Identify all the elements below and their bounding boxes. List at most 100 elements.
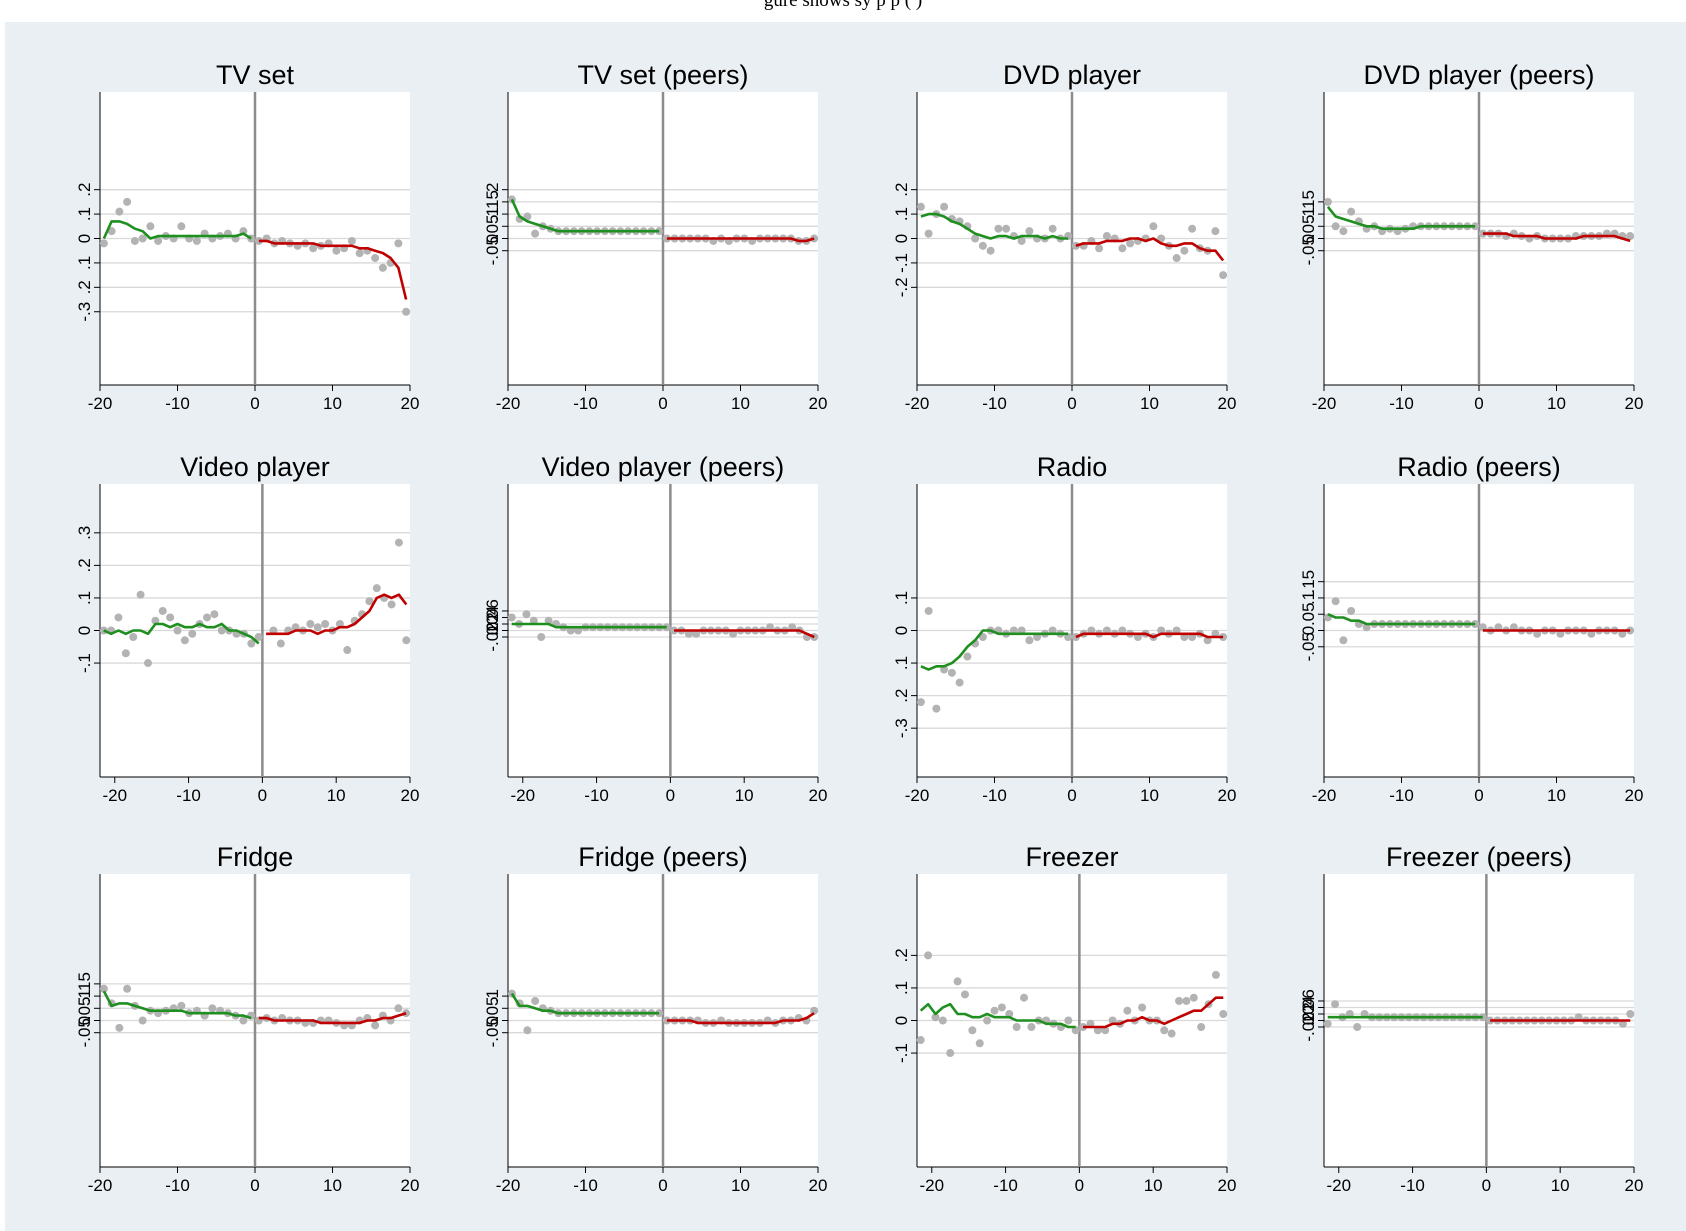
chart-dvd-player-point bbox=[1002, 224, 1011, 233]
chart-freezer-fit-right bbox=[1083, 996, 1224, 1029]
chart-freezer-peers-ytick-label: -.02 bbox=[1299, 1012, 1318, 1041]
chart-tv-set-peers-ytick-label: 0 bbox=[483, 234, 502, 243]
chart-tv-set-point bbox=[332, 246, 341, 255]
chart-radio-xtick-label: 20 bbox=[1218, 786, 1237, 805]
chart-fridge-peers-point bbox=[655, 1009, 664, 1018]
chart-freezer-point bbox=[1197, 1023, 1206, 1032]
chart-tv-set-ytick-label: .2 bbox=[75, 183, 94, 197]
chart-fridge-ytick-label: .05 bbox=[75, 996, 94, 1020]
chart-video-player-ytick-label: .1 bbox=[75, 591, 94, 605]
chart-fridge-xtick-label: 10 bbox=[323, 1176, 342, 1195]
chart-tv-set-point bbox=[347, 236, 356, 245]
chart-radio-point bbox=[1219, 633, 1228, 642]
chart-freezer-peers-xtick-label: 0 bbox=[1482, 1176, 1491, 1195]
chart-freezer-point bbox=[960, 990, 969, 999]
chart-dvd-player-peers-point bbox=[1347, 207, 1356, 216]
chart-fridge-ytick-label: -.05 bbox=[75, 1018, 94, 1047]
chart-tv-set-point bbox=[355, 249, 364, 258]
chart-dvd-player-point bbox=[978, 241, 987, 250]
chart-video-player-point bbox=[136, 590, 145, 599]
chart-video-player-xtick-label: -10 bbox=[176, 786, 201, 805]
chart-tv-set-ytick-label: .1 bbox=[75, 256, 94, 270]
chart-video-player-peers-ytick-label: .06 bbox=[483, 599, 502, 623]
chart-fridge-xtick-label: 20 bbox=[401, 1176, 420, 1195]
chart-radio-peers-point bbox=[1339, 636, 1348, 645]
chart-dvd-player-point bbox=[1126, 239, 1135, 248]
chart-freezer-peers-xtick-label: -20 bbox=[1326, 1176, 1351, 1195]
chart-freezer-point bbox=[1175, 996, 1184, 1005]
chart-tv-set-point bbox=[192, 236, 201, 245]
chart-tv-set-peers-title: TV set (peers) bbox=[577, 60, 748, 90]
chart-video-player-peers-xtick-label: 0 bbox=[666, 786, 675, 805]
chart-video-player-xtick-label: 0 bbox=[258, 786, 267, 805]
chart-grid: TV set -.3 .2 .1 0 .1 .2 -20 -10 0 10 20 TV set (pee… bbox=[75, 60, 1644, 1195]
chart-video-player-point bbox=[394, 538, 403, 547]
chart-dvd-player-peers-ytick-label: -.05 bbox=[1299, 236, 1318, 265]
chart-video-player-peers-point bbox=[507, 613, 516, 622]
chart-freezer-peers-xtick-label: 20 bbox=[1625, 1176, 1644, 1195]
chart-dvd-player-peers-xtick-label: 20 bbox=[1625, 394, 1644, 413]
chart-freezer-fit-left bbox=[919, 1002, 1076, 1029]
chart-fridge-peers-xtick-label: 20 bbox=[809, 1176, 828, 1195]
chart-fridge-peers-xtick-label: 0 bbox=[658, 1176, 667, 1195]
chart-radio-peers-xtick-label: -20 bbox=[1312, 786, 1337, 805]
chart-dvd-player-point bbox=[1118, 244, 1127, 253]
chart-freezer-point bbox=[1160, 1026, 1169, 1035]
chart-freezer-point bbox=[1012, 1023, 1021, 1032]
chart-fridge-fit-right bbox=[258, 1011, 407, 1025]
chart-radio-point bbox=[1025, 636, 1034, 645]
chart-tv-set-xtick-label: -10 bbox=[165, 394, 190, 413]
chart-tv-set-peers-point bbox=[662, 234, 671, 243]
chart-tv-set: TV set -.3 .2 .1 0 .1 .2 -20 -10 0 10 20 bbox=[75, 60, 419, 413]
chart-fridge-point bbox=[208, 1004, 217, 1013]
chart-tv-set-peers-xtick-label: 0 bbox=[658, 394, 667, 413]
chart-video-player-point bbox=[114, 613, 123, 622]
chart-dvd-player-peers-fit-left bbox=[1326, 205, 1476, 230]
chart-dvd-player-ytick-label: -.1 bbox=[892, 253, 911, 273]
chart-fridge-peers-point bbox=[662, 1016, 671, 1025]
chart-freezer-xtick-label: 10 bbox=[1144, 1176, 1163, 1195]
chart-fridge-point bbox=[99, 984, 108, 993]
chart-dvd-player-peers-ytick-label: .1 bbox=[1299, 207, 1318, 221]
chart-freezer-point bbox=[968, 1026, 977, 1035]
chart-tv-set-xtick-label: -20 bbox=[88, 394, 113, 413]
chart-video-player-peers-point bbox=[522, 610, 531, 619]
chart-dvd-player: DVD player -.2 -.1 0 .1 .2 -20 -10 0 10 20 bbox=[892, 60, 1236, 413]
chart-tv-set-peers-xtick-label: -20 bbox=[496, 394, 521, 413]
chart-freezer-xtick-label: 0 bbox=[1075, 1176, 1084, 1195]
chart-dvd-player-point bbox=[1172, 254, 1181, 263]
chart-dvd-player-point bbox=[1025, 227, 1034, 236]
chart-video-player-peers-ytick-label: .04 bbox=[483, 606, 502, 630]
chart-freezer: Freezer -.1 0 .1 .2 -20 -10 0 10 20 bbox=[892, 842, 1236, 1195]
chart-video-player-point bbox=[306, 619, 315, 628]
chart-radio-xtick-label: -20 bbox=[905, 786, 930, 805]
chart-tv-set-peers-xtick-label: -10 bbox=[573, 394, 598, 413]
chart-fridge-title: Fridge bbox=[217, 842, 294, 872]
chart-fridge-fit-left bbox=[102, 990, 252, 1020]
chart-dvd-player-peers-ytick-label: .05 bbox=[1299, 214, 1318, 238]
chart-freezer-ytick-label: -.1 bbox=[892, 1043, 911, 1063]
chart-dvd-player-ytick-label: .2 bbox=[892, 183, 911, 197]
chart-video-player-peers-fit-right bbox=[674, 629, 815, 639]
chart-freezer-point bbox=[1123, 1006, 1132, 1015]
chart-radio-ytick-label: -.3 bbox=[892, 718, 911, 738]
chart-dvd-player-point bbox=[1211, 227, 1220, 236]
chart-tv-set-ytick-label: 0 bbox=[75, 234, 94, 243]
chart-fridge-point bbox=[138, 1016, 147, 1025]
chart-dvd-player-peers-point bbox=[1471, 222, 1480, 231]
chart-tv-set-point bbox=[402, 307, 411, 316]
chart-radio-point bbox=[947, 668, 956, 677]
chart-freezer-peers-point bbox=[1626, 1009, 1635, 1018]
chart-fridge-peers-xtick-label: 10 bbox=[731, 1176, 750, 1195]
chart-fridge-peers-point bbox=[531, 996, 540, 1005]
chart-fridge-point bbox=[123, 984, 132, 993]
chart-tv-set-peers-point bbox=[655, 227, 664, 236]
chart-freezer-peers-ytick-label: .02 bbox=[1299, 1002, 1318, 1026]
chart-video-player-xtick-label: 10 bbox=[327, 786, 346, 805]
chart-video-player-point bbox=[343, 646, 352, 655]
chart-video-player-ytick-label: .2 bbox=[75, 558, 94, 572]
chart-tv-set-point bbox=[254, 236, 263, 245]
chart-dvd-player-peers-point bbox=[1323, 197, 1332, 206]
chart-video-player-peers: Video player (peers)-.020.02.04.06-20 -10… bbox=[483, 452, 827, 805]
chart-radio-point bbox=[963, 652, 972, 661]
